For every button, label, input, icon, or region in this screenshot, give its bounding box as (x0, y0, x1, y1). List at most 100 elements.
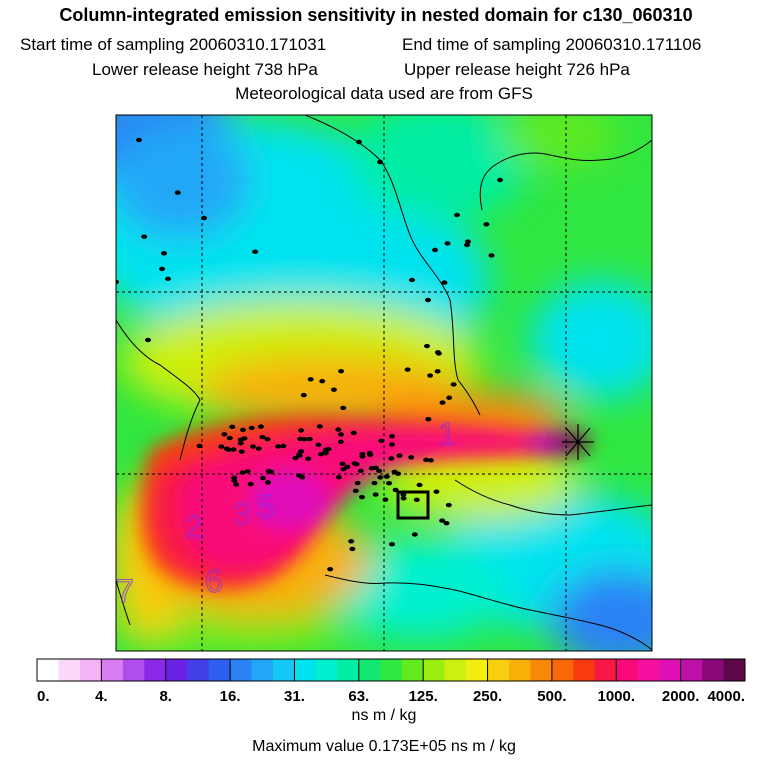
colorbar-cell (251, 659, 274, 681)
units-label: ns m / kg (351, 707, 417, 724)
site-marker-dot (404, 367, 411, 372)
site-marker-dot (372, 492, 379, 497)
lat-lon-grid (116, 115, 652, 651)
site-marker-dot (434, 369, 441, 374)
colorbar-tick-label: 63. (348, 688, 369, 705)
site-marker-dot (315, 442, 322, 448)
colorbar-cell (680, 659, 703, 681)
site-marker-dot (231, 478, 238, 483)
site-marker-dot (357, 468, 364, 473)
colorbar-cell (58, 659, 81, 681)
site-marker-dot (454, 212, 460, 218)
site-marker-dot (319, 378, 326, 384)
colorbar: 0. 4. 8. 16. 31. 63. 125. 250. 500. 1000. 2000. 400… (36, 658, 746, 705)
colorbar-tick-label: 2000. (662, 688, 700, 705)
colorbar-cell (723, 659, 746, 681)
site-marker-dot (265, 468, 272, 474)
site-marker-dot (371, 480, 378, 486)
site-marker-dot (464, 239, 471, 244)
site-marker-dot (483, 222, 490, 227)
site-marker-dot (411, 532, 418, 537)
site-marker-dot (161, 251, 168, 256)
site-marker-dot (226, 435, 233, 441)
chart-title: Column-integrated emission sensitivity i… (59, 5, 693, 25)
site-marker-dot (252, 249, 259, 254)
site-marker-dot (248, 425, 255, 431)
colorbar-cell (637, 659, 660, 681)
site-marker-dot (488, 253, 495, 258)
site-marker-dot (441, 280, 448, 285)
colorbar-cell (337, 659, 360, 681)
colorbar-cell (530, 659, 553, 681)
colorbar-cell (144, 659, 167, 681)
site-marker-dot (358, 494, 365, 500)
colorbar-cell (423, 659, 446, 681)
site-marker-dot (221, 432, 228, 437)
site-marker-dot (229, 424, 236, 430)
site-marker-dot (382, 497, 389, 502)
site-marker-dot (335, 474, 342, 480)
map-field: 2 3 5 6 7 1 (116, 115, 652, 651)
site-marker-dot (259, 434, 266, 440)
colorbar-cell (358, 659, 381, 681)
upper-release-height-label: Upper release height 726 hPa (404, 60, 630, 79)
colorbar-tick-label: 8. (159, 688, 172, 705)
colorbar-cell (101, 659, 124, 681)
colorbar-tick-label: 16. (220, 688, 241, 705)
site-marker-dot (409, 277, 415, 283)
site-marker-dot (223, 446, 230, 451)
site-marker-dot (386, 480, 393, 486)
colorbar-tick-label: 0. (37, 688, 50, 705)
site-marker-dot (297, 436, 304, 442)
site-marker-dot (435, 351, 442, 356)
site-marker-dot (497, 177, 503, 183)
site-marker-dot (299, 475, 306, 480)
site-marker-dot (383, 474, 390, 479)
map-frame (115, 114, 653, 652)
site-marker-dot (247, 481, 254, 487)
site-marker-dot (348, 539, 355, 544)
site-marker-dot (424, 343, 431, 349)
start-time-label: Start time of sampling 20060310.171031 (20, 35, 327, 54)
colorbar-cell (551, 659, 574, 681)
site-marker-dot (425, 417, 432, 422)
site-marker-dot (316, 424, 323, 429)
colorbar-tick-label: 500. (537, 688, 566, 705)
plume-label-5: 5 (257, 489, 275, 525)
colorbar-cell (594, 659, 617, 681)
site-marker-dot (136, 137, 142, 143)
site-marker-dot (396, 453, 403, 458)
site-marker-dot (351, 461, 358, 466)
site-marker-dot (257, 424, 264, 429)
site-marker-dot (239, 427, 246, 433)
receptor-box (396, 490, 430, 520)
site-marker-dot (239, 470, 246, 475)
site-marker-dot (352, 488, 359, 494)
colorbar-tick-label: 125. (409, 688, 438, 705)
site-marker-dot (344, 464, 351, 470)
colorbar-cell (509, 659, 531, 681)
colorbar-labels: 0. 4. 8. 16. 31. 63. 125. 250. 500. 1000. 2000. 400… (37, 688, 745, 705)
site-marker-dot (389, 541, 396, 547)
site-marker-dot (377, 475, 384, 480)
site-marker-dot (264, 437, 271, 442)
site-marker-dot (322, 450, 329, 456)
colorbar-cell (380, 659, 403, 681)
site-marker-dot (400, 492, 407, 497)
colorbar-cell (702, 659, 725, 681)
site-marker-dot (145, 337, 151, 343)
colorbar-tick-label: 31. (284, 688, 305, 705)
site-marker-dot (368, 466, 375, 471)
site-marker-dot (413, 497, 420, 502)
colorbar-tick-label: 1000. (597, 688, 635, 705)
site-marker-dot (249, 444, 256, 449)
colorbar-cell (466, 659, 489, 681)
site-marker-dot (439, 518, 446, 523)
site-marker-dot (378, 438, 385, 444)
release-location-marker (562, 424, 594, 460)
site-marker-dot (275, 444, 282, 449)
site-marker-dot (317, 452, 324, 457)
site-marker-dot (377, 159, 383, 165)
plume-label-6: 6 (205, 563, 223, 599)
site-marker-dot (238, 449, 245, 454)
